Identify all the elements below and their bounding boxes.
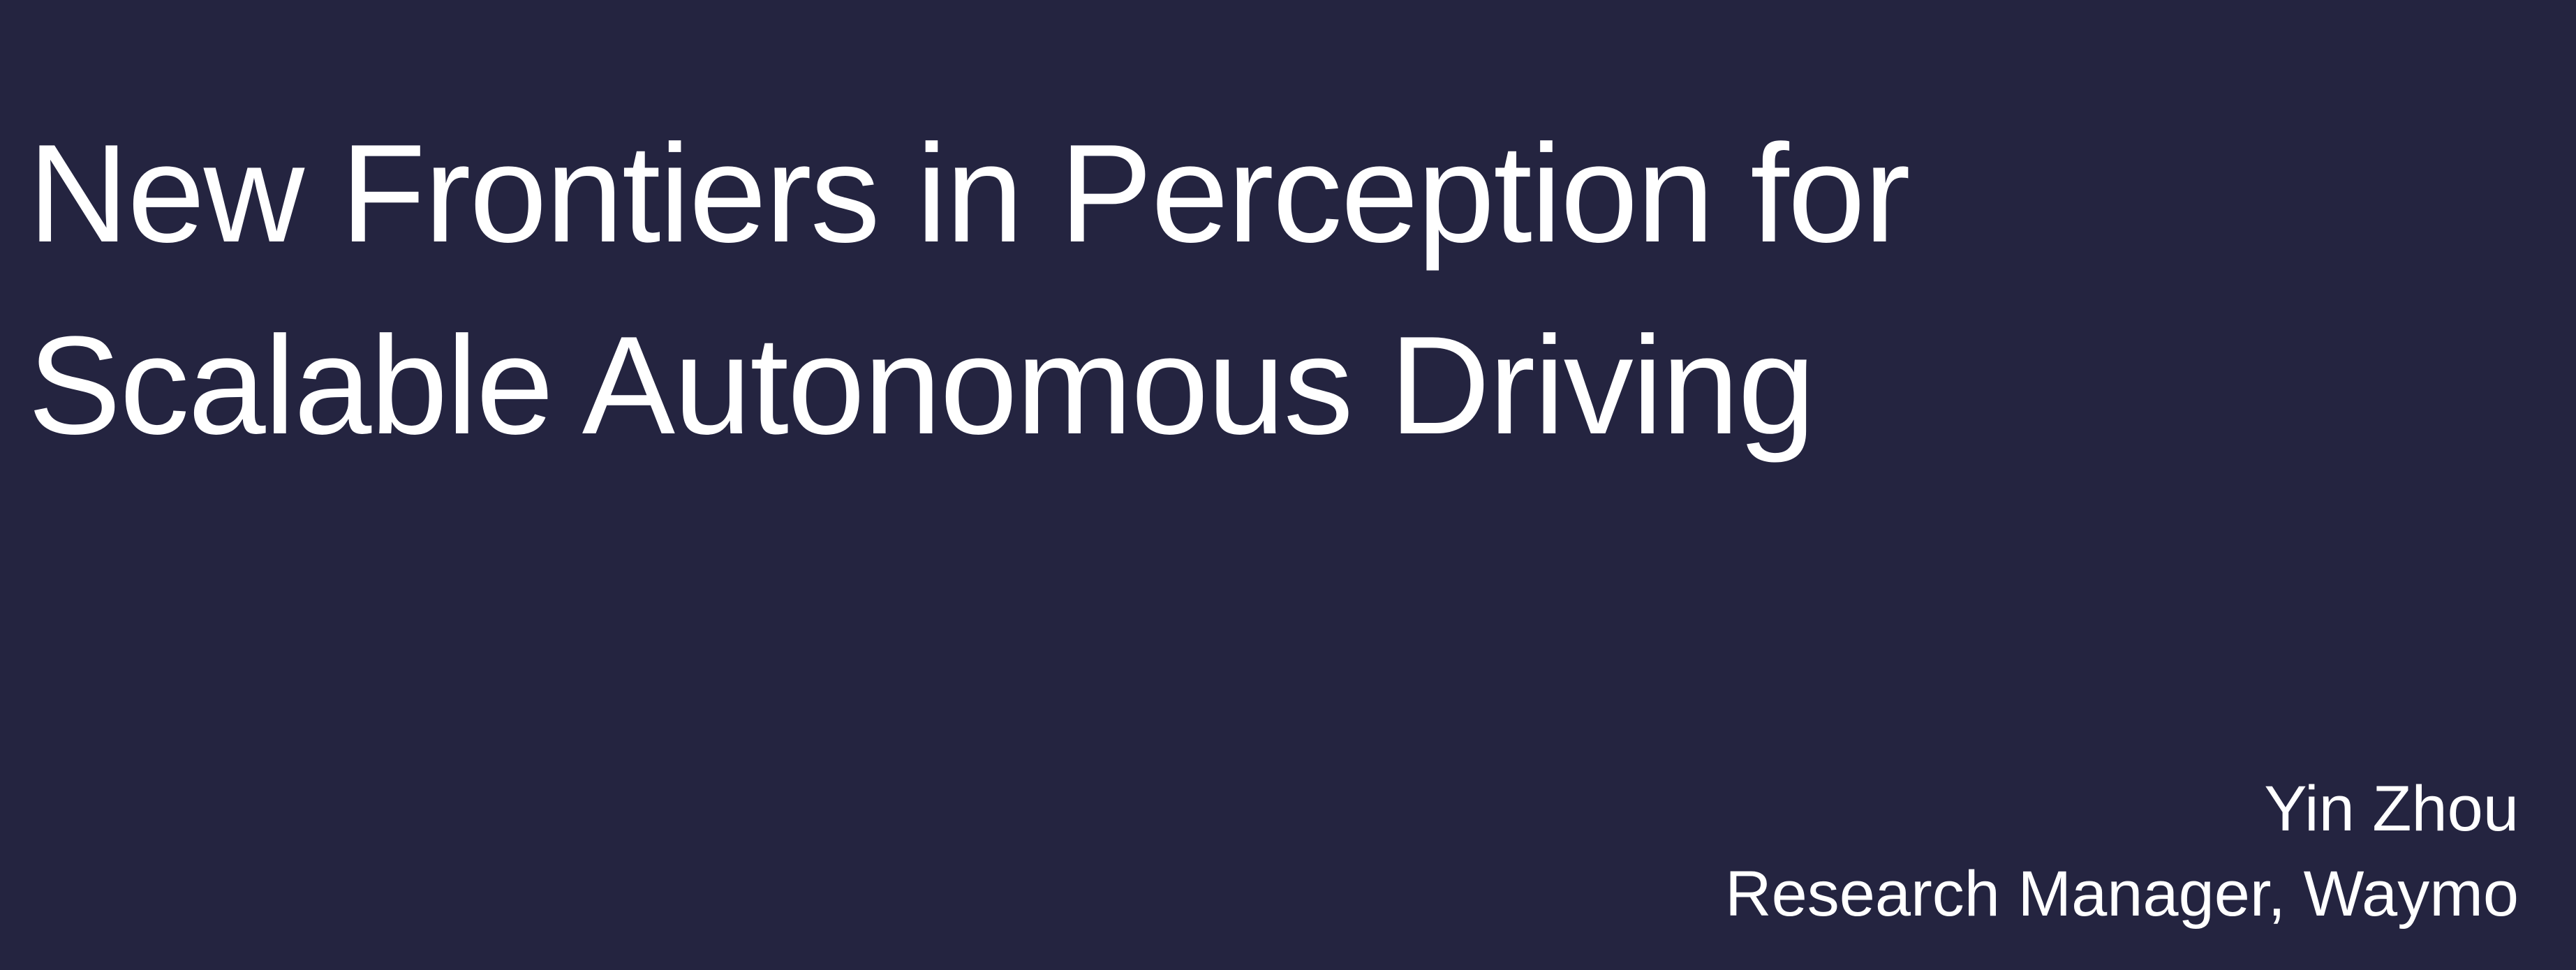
presenter-role: Research Manager, Waymo <box>1725 858 2519 930</box>
presenter-name: Yin Zhou <box>2264 773 2519 844</box>
slide-title: New Frontiers in Perception for Scalable… <box>28 98 1911 482</box>
slide-title-line-2: Scalable Autonomous Driving <box>28 308 1816 463</box>
presenter-info: Yin Zhou Research Manager, Waymo <box>1725 766 2519 937</box>
slide-title-line-1: New Frontiers in Perception for <box>28 116 1911 271</box>
